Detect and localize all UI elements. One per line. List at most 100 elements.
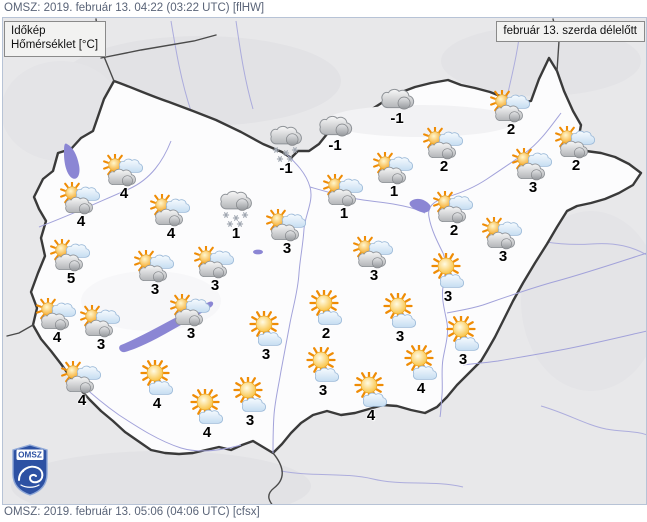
- weather-station: 3: [511, 148, 555, 195]
- snow-cloud-icon: [270, 125, 302, 162]
- sun-behind-clouds-icon: [134, 250, 174, 283]
- temperature-label: 4: [52, 329, 62, 346]
- weather-station: 4: [59, 182, 103, 229]
- temperature-label: 3: [318, 382, 328, 399]
- snow-cloud-icon: [220, 190, 252, 227]
- sun-with-cloud-icon: [309, 290, 342, 325]
- temperature-label: 4: [202, 424, 212, 441]
- footer-timestamp: OMSZ: 2019. február 13. 05:06 (04:06 UTC…: [4, 506, 260, 518]
- temperature-label: 3: [261, 346, 271, 363]
- weather-station: -1: [264, 123, 308, 176]
- weather-station: 2: [554, 126, 598, 173]
- header-timestamp: OMSZ: 2019. február 13. 04:22 (03:22 UTC…: [4, 2, 265, 14]
- legend-box: Időkép Hőmérséklet [°C]: [4, 21, 107, 57]
- temperature-label: 4: [152, 395, 162, 412]
- sun-behind-clouds-icon: [353, 236, 393, 269]
- temperature-label: 3: [528, 179, 538, 196]
- weather-station: 4: [35, 298, 79, 345]
- weather-station: 4: [102, 154, 146, 201]
- weather-station: 4: [185, 389, 229, 440]
- temperature-label: 2: [321, 325, 331, 342]
- temperature-label: 4: [366, 407, 376, 424]
- sun-behind-clouds-icon: [482, 217, 522, 250]
- sun-behind-clouds-icon: [103, 154, 143, 187]
- sun-with-cloud-icon: [306, 347, 339, 382]
- sun-behind-clouds-icon: [61, 361, 101, 394]
- sun-with-cloud-icon: [383, 293, 416, 328]
- weather-station: 1: [372, 152, 416, 199]
- cloud-icon: [319, 115, 353, 137]
- sun-with-cloud-icon: [190, 389, 223, 424]
- sun-behind-clouds-icon: [60, 182, 100, 215]
- temperature-label: 3: [369, 267, 379, 284]
- sun-behind-clouds-icon: [36, 298, 76, 331]
- weather-station: 1: [214, 188, 258, 241]
- weather-station: 4: [60, 361, 104, 408]
- temperature-label: 3: [395, 328, 405, 345]
- temperature-label: 1: [339, 205, 349, 222]
- sun-with-cloud-icon: [404, 345, 437, 380]
- weather-station: 3: [265, 209, 309, 256]
- sun-with-cloud-icon: [249, 311, 282, 346]
- weather-station: 3: [244, 311, 288, 362]
- temperature-label: 3: [498, 248, 508, 265]
- sun-behind-clouds-icon: [170, 294, 210, 327]
- sun-behind-clouds-icon: [373, 152, 413, 185]
- sun-behind-clouds-icon: [323, 174, 363, 207]
- sun-with-cloud-icon: [140, 360, 173, 395]
- temperature-label: 3: [186, 325, 196, 342]
- weather-station: 3: [301, 347, 345, 398]
- temperature-label: -1: [390, 110, 404, 127]
- temperature-label: 3: [245, 412, 255, 429]
- sun-behind-clouds-icon: [150, 194, 190, 227]
- temperature-label: 4: [166, 225, 176, 242]
- temperature-label: 4: [76, 213, 86, 230]
- weather-station: 2: [432, 191, 476, 238]
- sun-behind-clouds-icon: [433, 191, 473, 224]
- temperature-label: 2: [571, 157, 581, 174]
- weather-station: 3: [169, 294, 213, 341]
- weather-station: 1: [322, 174, 366, 221]
- sun-with-cloud-icon: [446, 316, 479, 351]
- sun-behind-clouds-icon: [423, 127, 463, 160]
- temperature-label: 4: [119, 185, 129, 202]
- temperature-label: 3: [210, 277, 220, 294]
- sun-behind-clouds-icon: [512, 148, 552, 181]
- temperature-label: 3: [458, 351, 468, 368]
- weather-station: 4: [399, 345, 443, 396]
- weather-station: 2: [489, 90, 533, 137]
- temperature-label: 2: [506, 121, 516, 138]
- hungary-outline: [29, 56, 643, 456]
- sun-behind-clouds-icon: [50, 239, 90, 272]
- weather-station: 5: [49, 239, 93, 286]
- sun-with-cloud-icon: [233, 377, 266, 412]
- weather-station: 3: [441, 316, 485, 367]
- temperature-label: 2: [439, 158, 449, 175]
- weather-station: 3: [193, 246, 237, 293]
- stations-layer: 4 4 4 5 4 3 3: [3, 18, 646, 504]
- weather-station: 3: [79, 305, 123, 352]
- temperature-label: 3: [150, 281, 160, 298]
- sun-behind-clouds-icon: [266, 209, 306, 242]
- sun-with-cloud-icon: [354, 372, 387, 407]
- legend-subtitle: Hőmérséklet [°C]: [11, 39, 99, 52]
- temperature-label: 4: [416, 380, 426, 397]
- date-box: február 13. szerda délelőtt: [496, 21, 645, 43]
- cloud-icon: [381, 88, 415, 110]
- legend-title: Időkép: [11, 25, 46, 37]
- weather-station: 4: [135, 360, 179, 411]
- weather-station: 3: [133, 250, 177, 297]
- temperature-label: -1: [328, 137, 342, 154]
- weather-station: 4: [349, 372, 393, 423]
- omsz-logo-text: OMSZ: [18, 451, 42, 460]
- sun-with-cloud-icon: [431, 253, 464, 288]
- weather-station: 3: [426, 253, 470, 304]
- temperature-label: -1: [279, 160, 293, 177]
- weather-station: -1: [375, 85, 419, 126]
- temperature-label: 3: [443, 288, 453, 305]
- sun-behind-clouds-icon: [194, 246, 234, 279]
- weather-station: 2: [304, 290, 348, 341]
- map-area: 4 4 4 5 4 3 3: [2, 17, 647, 505]
- temperature-label: 1: [389, 183, 399, 200]
